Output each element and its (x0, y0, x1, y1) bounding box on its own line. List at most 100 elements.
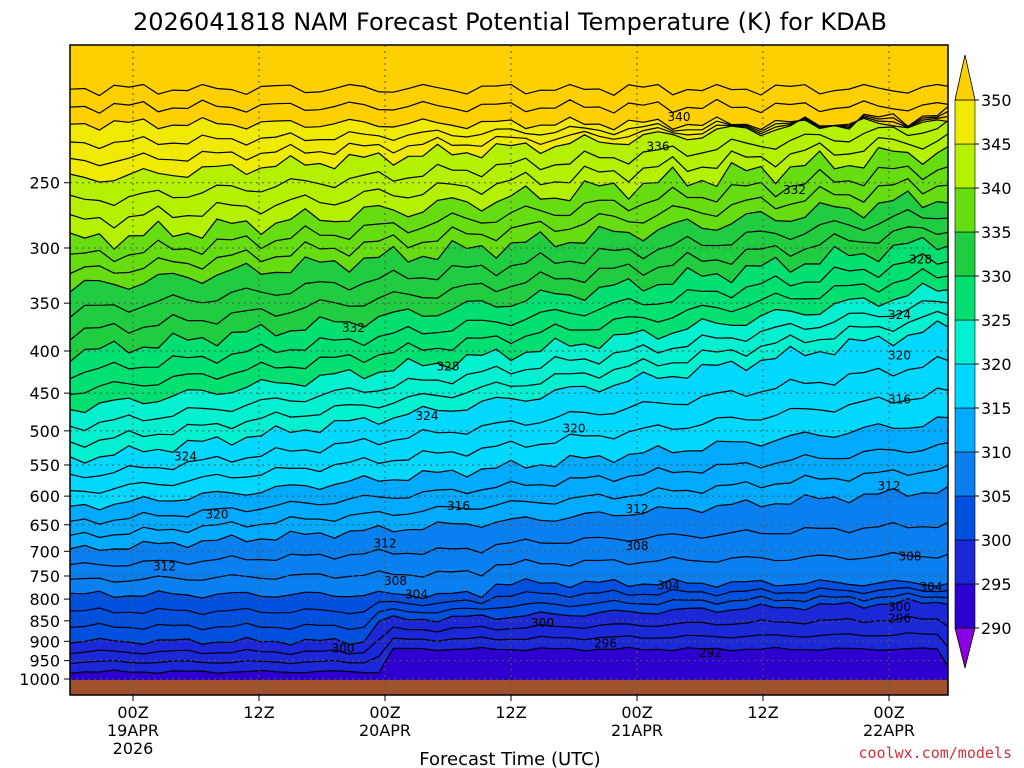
contour-label: 324 (416, 409, 439, 423)
contour-line (70, 282, 948, 414)
y-tick-label: 450 (29, 384, 60, 403)
colorbar-label: 310 (981, 443, 1012, 462)
contour-label: 304 (657, 578, 680, 592)
colorbar-label: 315 (981, 399, 1012, 418)
contour-label: 324 (888, 308, 911, 322)
contour-line (70, 110, 948, 167)
credit-text: coolwx.com/models (858, 744, 1012, 762)
contour-label: 312 (374, 537, 397, 551)
y-tick-label: 800 (29, 590, 60, 609)
y-tick-label: 300 (29, 239, 60, 258)
y-tick-label: 650 (29, 516, 60, 535)
band-350 (70, 45, 948, 131)
x-tick-label: 21APR (611, 721, 663, 740)
contour-line (70, 578, 948, 600)
contour-label: 340 (668, 110, 691, 124)
colorbar-label: 350 (981, 91, 1012, 110)
contour-label: 320 (206, 508, 229, 522)
contour-label: 300 (332, 641, 355, 655)
y-tick-label: 900 (29, 632, 60, 651)
x-tick-label: 20APR (359, 721, 411, 740)
contour-lines (70, 83, 948, 674)
y-tick-label: 600 (29, 487, 60, 506)
colorbar-segment (954, 319, 976, 365)
y-tick-label: 1000 (19, 670, 60, 689)
colorbar-segment (954, 407, 976, 453)
contour-line (70, 442, 948, 525)
y-tick-label: 550 (29, 456, 60, 475)
contour-line (70, 320, 948, 464)
contour-line (70, 98, 948, 114)
colorbar-segment (954, 495, 976, 541)
colorbar-label: 320 (981, 355, 1012, 374)
x-tick-label: 12Z (495, 703, 526, 722)
contour-label: 296 (888, 612, 911, 626)
contour-label: 320 (888, 348, 911, 362)
color-bands (70, 45, 948, 695)
chart-title: 2026041818 NAM Forecast Potential Temper… (133, 8, 887, 36)
colorbar-label: 330 (981, 267, 1012, 286)
y-tick-label: 950 (29, 652, 60, 671)
colorbar: 290 295 300 305 310 315 320 325 330 335 340 345 350 (954, 54, 1012, 669)
x-tick-label: 12Z (747, 703, 778, 722)
contour-line (70, 310, 948, 448)
contour-line (70, 252, 948, 380)
y-tick-label: 350 (29, 294, 60, 313)
contour-line (70, 133, 948, 229)
contour-line (70, 646, 948, 674)
y-tick-label: 750 (29, 567, 60, 586)
colorbar-segment (954, 275, 976, 321)
plot-frame (69, 44, 949, 696)
contour-label: 316 (888, 392, 911, 406)
x-tick-label: 19APR (107, 721, 159, 740)
contour-line (70, 485, 948, 551)
y-axis: 2503003504004505005506006507007508008509… (19, 174, 70, 689)
y-tick-label: 500 (29, 422, 60, 441)
colorbar-max-triangle (954, 54, 976, 101)
contour-label: 316 (447, 499, 470, 513)
contour-line (70, 190, 948, 293)
contour-label: 328 (909, 253, 932, 267)
contour-line (70, 592, 948, 631)
contour-label: 308 (384, 574, 407, 588)
x-tick-label: 22APR (863, 721, 915, 740)
colorbar-min-triangle (954, 627, 976, 669)
contour-label: 328 (437, 360, 460, 374)
contour-label: 312 (153, 559, 176, 573)
contour-label: 320 (563, 422, 586, 436)
contour-label: 304 (405, 588, 428, 602)
contour-line (70, 355, 948, 479)
y-tick-label: 850 (29, 612, 60, 631)
contour-label: 308 (626, 539, 649, 553)
contour-label: 308 (899, 549, 922, 563)
y-tick-label: 400 (29, 342, 60, 361)
x-tick-label: 2026 (113, 739, 154, 758)
contour-line (70, 236, 948, 363)
x-axis-label: Forecast Time (UTC) (419, 749, 600, 768)
contour-label: 312 (626, 502, 649, 516)
contour-line (70, 208, 948, 318)
grid-lines (70, 45, 948, 695)
contour-labels: 340 336 332 328 324 332 328 320 316 324 320 324 312 3… (153, 110, 942, 660)
contour-label: 324 (174, 449, 197, 463)
colorbar-label: 335 (981, 223, 1012, 242)
y-tick-label: 250 (29, 174, 60, 193)
contour-line (70, 177, 948, 275)
contour-line (70, 115, 948, 150)
x-tick-label: 00Z (369, 703, 400, 722)
colorbar-label: 345 (981, 135, 1012, 154)
contour-line (70, 116, 948, 131)
contour-label: 300 (531, 616, 554, 630)
contour-label: 312 (878, 479, 901, 493)
contour-line (70, 119, 948, 207)
colorbar-label: 340 (981, 179, 1012, 198)
y-tick-label: 700 (29, 542, 60, 561)
colorbar-segment (954, 451, 976, 497)
contour-line (70, 267, 948, 395)
ground-surface (70, 680, 948, 695)
colorbar-segment (954, 539, 976, 585)
contour-line (70, 165, 948, 263)
colorbar-label: 325 (981, 311, 1012, 330)
